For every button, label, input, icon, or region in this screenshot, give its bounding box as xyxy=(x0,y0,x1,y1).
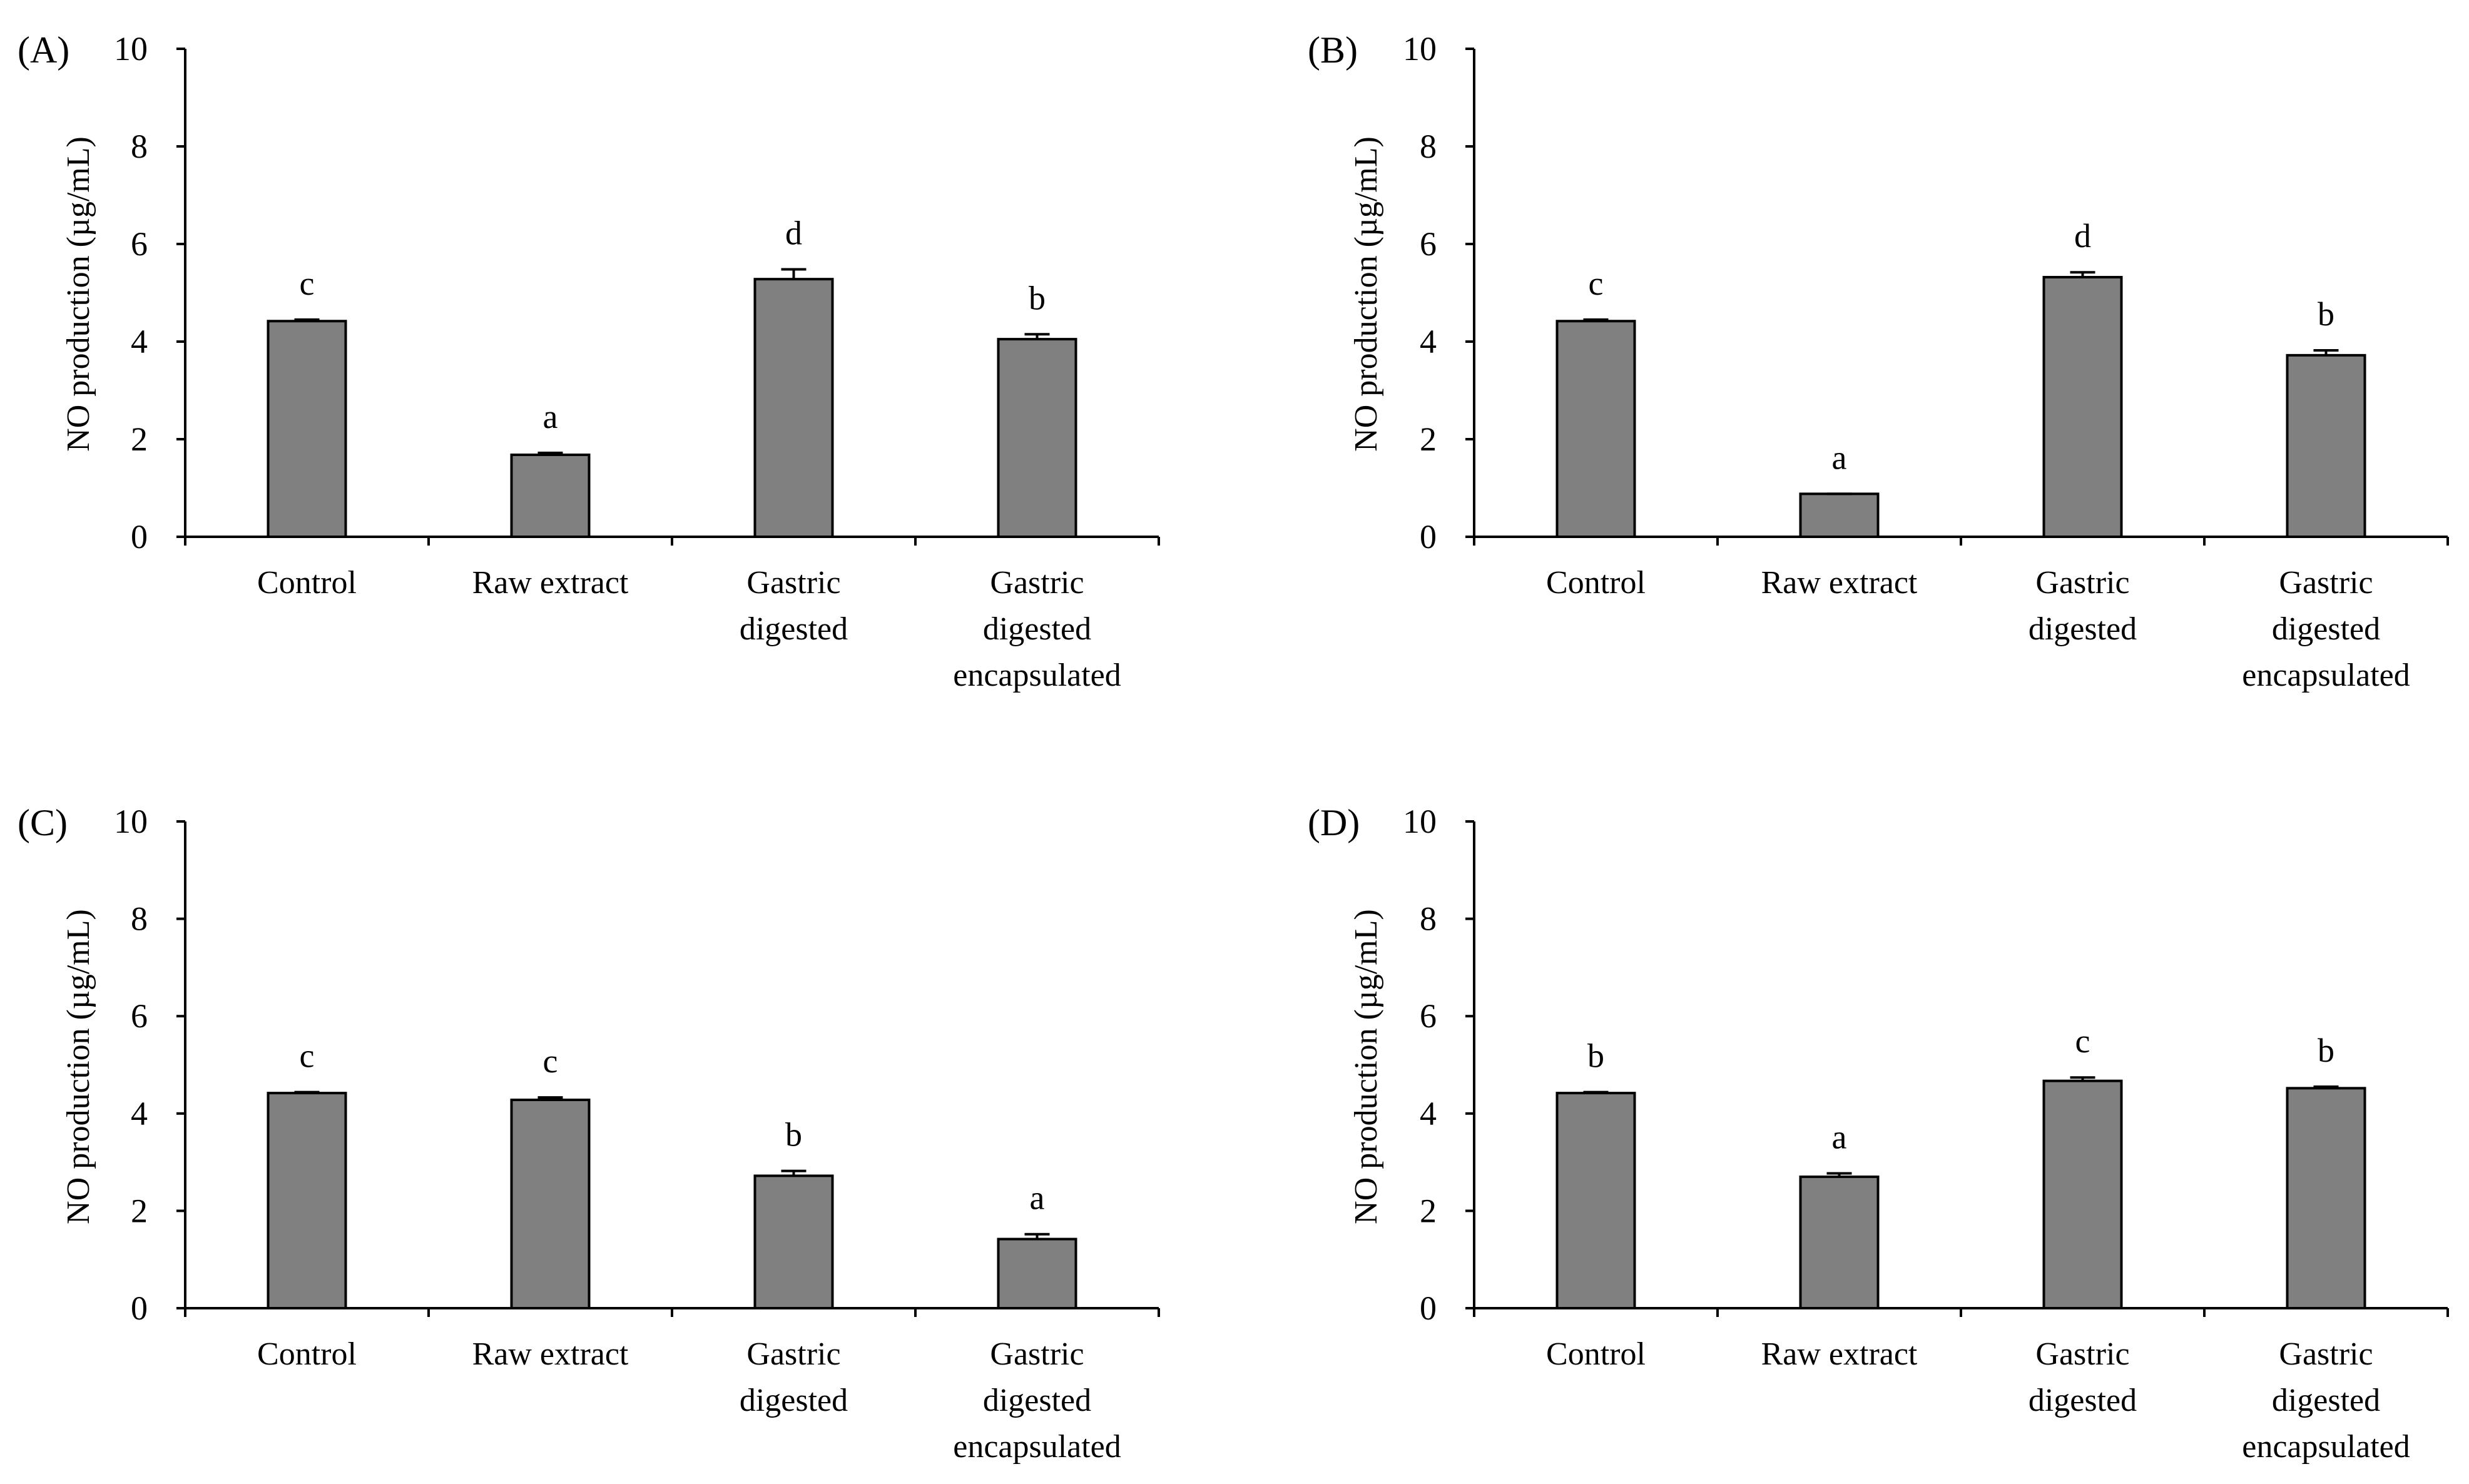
panel-c-bar xyxy=(510,1099,591,1309)
panel-d-bar xyxy=(2042,1079,2123,1309)
panel-b-bar xyxy=(1555,320,1636,538)
panel-c-category-label: Gastric digested encapsulated xyxy=(953,1336,1121,1465)
panel-a-significance-label: d xyxy=(785,215,802,252)
panel-d: (D) NO production (µg/mL) 0 2 4 6 8 10 b Contro… xyxy=(1308,802,2449,1465)
panel-d-ytick-label: 0 xyxy=(1420,1289,1437,1327)
panel-b-significance-label: c xyxy=(1589,265,1604,302)
panel-d-bar xyxy=(1555,1092,1636,1310)
panel-b-ytick-label: 0 xyxy=(1420,518,1437,556)
panel-b-label: (B) xyxy=(1308,29,1358,71)
panel-c-ytick-label: 6 xyxy=(131,997,148,1035)
panel-a-category-label: Gastric digested encapsulated xyxy=(953,565,1121,693)
panel-b-category-label: Control xyxy=(1546,565,1646,601)
panel-d-category-label: Gastric digested xyxy=(2029,1336,2137,1418)
panel-b-bar xyxy=(1799,492,1880,538)
panel-b-significance-label: a xyxy=(1832,439,1847,476)
panel-a-ytick-label: 8 xyxy=(131,128,148,165)
panel-b-category-label: Raw extract xyxy=(1761,565,1918,601)
panel-d-y-title: NO production (µg/mL) xyxy=(1348,909,1384,1224)
panel-a-label: (A) xyxy=(18,29,69,71)
panel-c-label: (C) xyxy=(18,802,68,843)
panel-b-ytick-label: 6 xyxy=(1420,225,1437,263)
panel-d-bar xyxy=(2286,1087,2366,1309)
panel-b-ytick-label: 8 xyxy=(1420,128,1437,165)
panel-d-ytick-label: 10 xyxy=(1403,803,1437,840)
panel-d-ytick-label: 4 xyxy=(1420,1095,1437,1132)
panel-a-ytick-label: 0 xyxy=(131,518,148,556)
panel-a-significance-label: c xyxy=(300,265,315,302)
panel-d-category-label: Control xyxy=(1546,1336,1646,1372)
panel-b-category-label: Gastric digested encapsulated xyxy=(2242,565,2410,693)
panel-c-ytick-label: 10 xyxy=(114,803,148,840)
panel-b-y-title: NO production (µg/mL) xyxy=(1348,136,1384,452)
panel-c-significance-label: b xyxy=(785,1116,802,1154)
panel-a-category-label: Raw extract xyxy=(472,565,629,601)
panel-b-significance-label: b xyxy=(2318,295,2334,333)
panel-d-significance-label: a xyxy=(1832,1118,1847,1156)
panel-c-significance-label: c xyxy=(543,1042,558,1080)
panel-b: (B) NO production (µg/mL) 0 2 4 6 8 10 c Contro… xyxy=(1308,29,2449,693)
panel-a-bar xyxy=(267,320,347,538)
panel-a-significance-label: b xyxy=(1029,279,1046,317)
panel-b-bar xyxy=(2042,276,2123,538)
panel-b-ytick-label: 10 xyxy=(1403,30,1437,68)
panel-c-category-label: Raw extract xyxy=(472,1336,629,1372)
panel-d-ytick-label: 2 xyxy=(1420,1192,1437,1229)
panel-a-ytick-label: 2 xyxy=(131,420,148,458)
panel-d-bar xyxy=(1799,1175,1880,1309)
panel-a-ytick-label: 6 xyxy=(131,225,148,263)
panel-c-bar xyxy=(997,1238,1077,1310)
panel-c-bar xyxy=(753,1174,834,1310)
panel-a-bar xyxy=(997,338,1077,538)
panel-b-significance-label: d xyxy=(2074,217,2091,255)
panel-c-category-label: Gastric digested xyxy=(740,1336,848,1418)
panel-a-category-label: Control xyxy=(257,565,357,601)
panel-d-significance-label: b xyxy=(2318,1032,2334,1069)
panel-c-category-label: Control xyxy=(257,1336,357,1372)
panel-d-label: (D) xyxy=(1308,802,1360,843)
panel-a-significance-label: a xyxy=(543,398,558,435)
panel-d-significance-label: c xyxy=(2075,1022,2090,1060)
panel-c-ytick-label: 2 xyxy=(131,1192,148,1229)
panel-d-significance-label: b xyxy=(1587,1037,1604,1075)
panel-a-bar xyxy=(753,278,834,538)
panel-d-ytick-label: 6 xyxy=(1420,997,1437,1035)
panel-d-ytick-label: 8 xyxy=(1420,900,1437,938)
panel-c: (C) NO production (µg/mL) 0 2 4 6 8 10 c Contro… xyxy=(18,802,1160,1465)
panel-d-category-label: Raw extract xyxy=(1761,1336,1918,1372)
panel-a-bar xyxy=(510,453,591,539)
panel-c-significance-label: c xyxy=(300,1037,315,1075)
panel-b-ytick-label: 2 xyxy=(1420,420,1437,458)
panel-d-category-label: Gastric digested encapsulated xyxy=(2242,1336,2410,1465)
panel-c-ytick-label: 4 xyxy=(131,1095,148,1132)
panel-b-category-label: Gastric digested xyxy=(2029,565,2137,647)
panel-c-ytick-label: 8 xyxy=(131,900,148,938)
panel-c-significance-label: a xyxy=(1030,1179,1045,1217)
panel-b-bar xyxy=(2286,353,2366,539)
panel-a-category-label: Gastric digested xyxy=(740,565,848,647)
panel-c-y-title: NO production (µg/mL) xyxy=(61,909,96,1224)
panel-a-ytick-label: 4 xyxy=(131,323,148,360)
panel-a: (A) NO production (µg/mL) 0 2 4 6 8 10 c Contro… xyxy=(18,29,1160,693)
panel-c-ytick-label: 0 xyxy=(131,1289,148,1327)
panel-a-ytick-label: 10 xyxy=(114,30,148,68)
panel-a-y-title: NO production (µg/mL) xyxy=(61,136,96,452)
panel-c-bar xyxy=(267,1092,347,1310)
panel-b-ytick-label: 4 xyxy=(1420,323,1437,360)
